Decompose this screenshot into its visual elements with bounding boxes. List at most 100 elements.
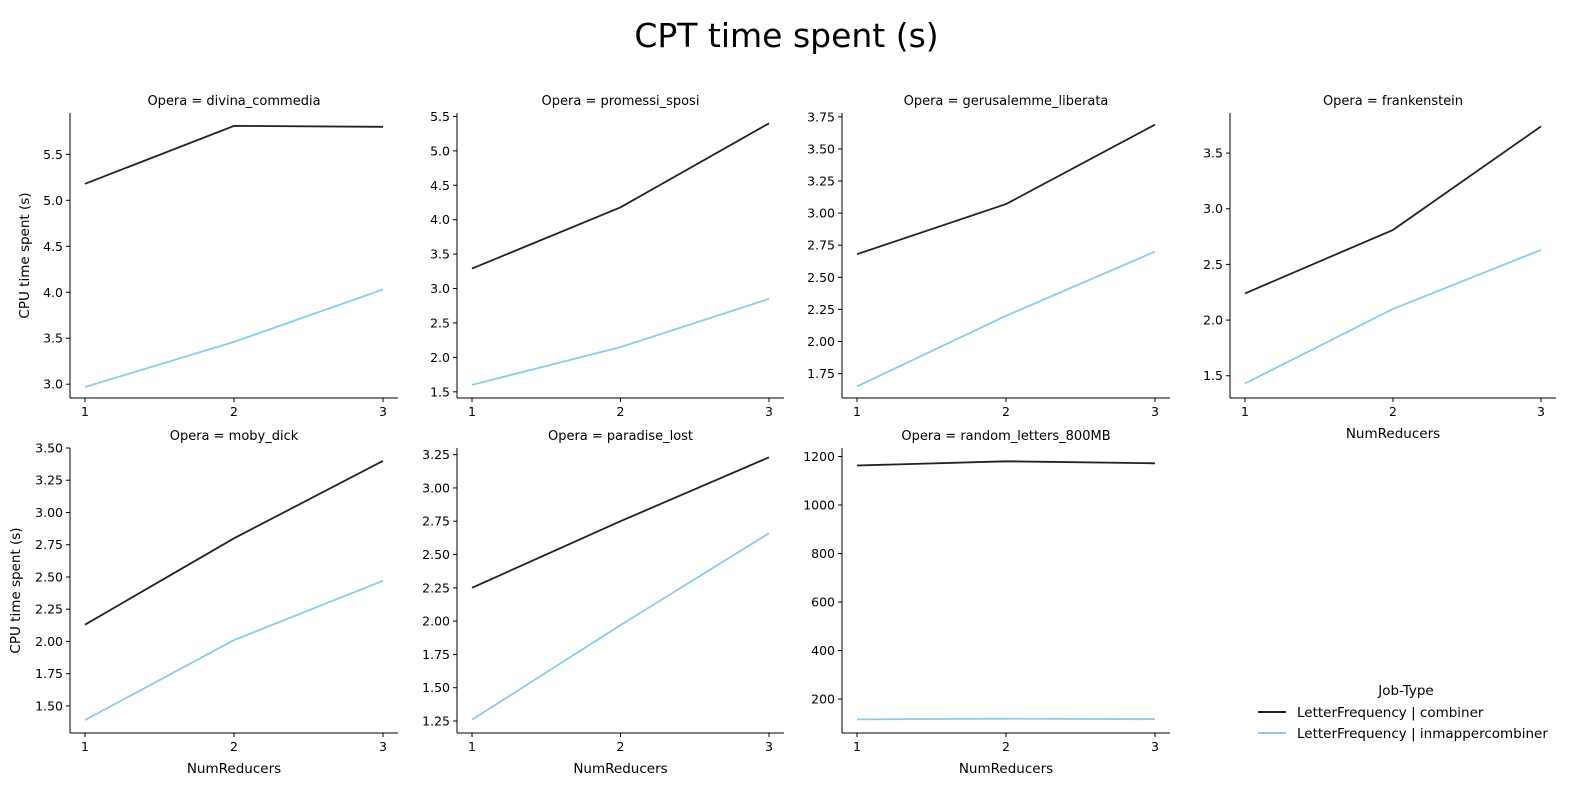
x-tick-label: 1 [853,404,861,419]
y-tick-label: 5.0 [43,193,63,208]
y-tick-label: 4.5 [43,239,63,254]
legend-entry: LetterFrequency | inmappercombiner [1297,726,1548,742]
y-tick-label: 2.25 [422,580,450,595]
x-tick-label: 3 [379,404,387,419]
y-tick-label: 3.75 [807,109,835,124]
x-tick-label: 1 [1241,404,1249,419]
y-tick-label: 3.5 [1203,146,1223,161]
y-tick-label: 4.5 [430,178,450,193]
x-tick-label: 3 [379,739,387,754]
x-tick-label: 1 [81,739,89,754]
y-tick-label: 200 [811,692,835,707]
y-tick-label: 4.0 [430,212,450,227]
y-tick-label: 1.5 [1203,368,1223,383]
series-line-combiner [84,460,384,626]
series-line-inmappercombiner [471,298,770,386]
y-tick-label: 1000 [803,498,835,513]
y-tick-label: 2.0 [1203,313,1223,328]
y-tick-label: 2.0 [430,350,450,365]
panel-title: Opera = gerusalemme_liberata [904,94,1109,109]
x-tick-label: 2 [1002,404,1010,419]
legend-title: Job-Type [1377,683,1433,699]
y-tick-label: 3.5 [43,331,63,346]
legend-entry: LetterFrequency | combiner [1297,705,1484,721]
y-tick-label: 800 [811,546,835,561]
x-tick-label: 3 [1537,404,1545,419]
x-tick-label: 1 [853,739,861,754]
y-tick-label: 2.25 [35,602,63,617]
series-line-combiner [471,122,770,270]
panel-title: Opera = promessi_sposi [542,94,700,109]
x-tick-label: 2 [1002,739,1010,754]
series-line-inmappercombiner [1244,249,1542,385]
x-tick-label: 3 [765,404,773,419]
x-tick-label: 2 [230,404,238,419]
x-axis-label: NumReducers [573,761,667,777]
x-tick-label: 2 [617,404,625,419]
y-tick-label: 3.50 [35,441,63,456]
series-line-inmappercombiner [856,717,1156,721]
y-tick-label: 600 [811,595,835,610]
y-tick-label: 1.50 [422,680,450,695]
y-tick-label: 5.0 [430,143,450,158]
x-axis-label: NumReducers [187,761,281,777]
x-tick-label: 1 [468,739,476,754]
y-tick-label: 3.50 [807,141,835,156]
y-axis-label: CPU time spent (s) [17,192,33,318]
y-tick-label: 3.0 [43,377,63,392]
series-line-inmappercombiner [856,250,1156,388]
y-tick-label: 3.0 [430,281,450,296]
y-tick-label: 3.25 [422,447,450,462]
y-tick-label: 4.0 [43,285,63,300]
y-tick-label: 3.00 [35,505,63,520]
x-tick-label: 2 [230,739,238,754]
x-tick-label: 3 [765,739,773,754]
panel-title: Opera = paradise_lost [548,429,693,444]
series-line-combiner [856,460,1156,467]
y-tick-label: 2.00 [35,634,63,649]
y-tick-label: 1.75 [422,647,450,662]
series-line-inmappercombiner [84,579,384,721]
y-tick-label: 1.75 [807,366,835,381]
y-tick-label: 2.50 [35,569,63,584]
figure-title: CPT time spent (s) [634,16,939,55]
x-tick-label: 1 [81,404,89,419]
y-tick-label: 3.25 [35,473,63,488]
y-tick-label: 1.25 [422,714,450,729]
y-tick-label: 1.75 [35,666,63,681]
panel-title: Opera = divina_commedia [147,94,320,109]
y-tick-label: 2.50 [422,547,450,562]
y-axis-label: CPU time spent (s) [8,527,24,653]
panel-title: Opera = frankenstein [1323,94,1463,109]
x-tick-label: 3 [1151,404,1159,419]
y-tick-label: 3.00 [807,206,835,221]
y-tick-label: 2.75 [807,238,835,253]
series-line-combiner [471,456,770,589]
x-axis-label: NumReducers [959,761,1053,777]
y-tick-label: 400 [811,643,835,658]
panel-title: Opera = moby_dick [170,429,299,444]
y-tick-label: 2.25 [807,302,835,317]
y-tick-label: 3.25 [807,174,835,189]
y-tick-label: 3.5 [430,247,450,262]
y-tick-label: 5.5 [43,147,63,162]
y-tick-label: 3.0 [1203,201,1223,216]
y-tick-label: 3.00 [422,480,450,495]
y-tick-label: 1.50 [35,698,63,713]
y-tick-label: 2.75 [422,514,450,529]
series-line-inmappercombiner [84,288,384,388]
y-tick-label: 1.5 [430,384,450,399]
y-tick-label: 5.5 [430,109,450,124]
y-tick-label: 2.50 [807,270,835,285]
y-tick-label: 2.00 [422,614,450,629]
series-line-combiner [1244,125,1542,295]
panel-title: Opera = random_letters_800MB [901,429,1110,444]
y-tick-label: 2.5 [430,315,450,330]
y-tick-label: 2.5 [1203,257,1223,272]
y-tick-label: 2.75 [35,537,63,552]
y-tick-label: 2.00 [807,334,835,349]
series-line-inmappercombiner [471,532,770,721]
x-tick-label: 2 [1389,404,1397,419]
series-line-combiner [84,124,384,185]
